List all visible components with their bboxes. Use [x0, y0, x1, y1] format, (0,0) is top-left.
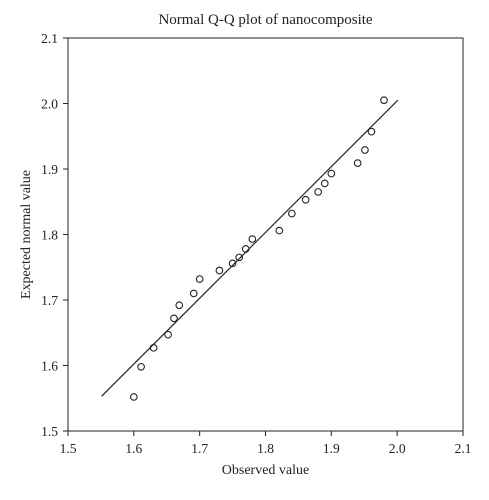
x-axis-label: Observed value: [222, 463, 309, 478]
data-point: [129, 393, 138, 401]
data-point: [235, 253, 244, 262]
data-point: [241, 245, 250, 253]
data-point: [228, 259, 237, 268]
y-tick-label: 1.5: [41, 424, 58, 439]
x-tick-label: 2.1: [455, 441, 472, 456]
data-point: [275, 226, 284, 235]
data-point: [189, 289, 198, 298]
data-point: [149, 343, 158, 352]
y-tick-label: 1.9: [41, 162, 58, 177]
chart-title: Normal Q-Q plot of nanocomposite: [158, 12, 372, 28]
y-tick-label: 1.7: [41, 293, 58, 308]
data-point: [287, 209, 296, 218]
x-tick-label: 1.9: [323, 441, 340, 456]
y-tick-label: 2.0: [41, 97, 58, 112]
data-point: [175, 301, 184, 310]
data-point: [320, 179, 329, 188]
data-point: [380, 96, 388, 105]
x-tick-label: 1.5: [60, 441, 77, 456]
x-tick-label: 1.8: [257, 441, 274, 456]
x-axis-ticks: 1.5 1.6 1.7 1.8 1.9 2.0 2.1: [60, 431, 472, 456]
data-point: [215, 266, 224, 275]
x-tick-label: 1.7: [191, 441, 208, 456]
y-axis-ticks: 1.5 1.6 1.7 1.8 1.9 2.0 2.1: [41, 31, 68, 439]
data-point: [248, 235, 257, 243]
data-point: [195, 275, 204, 283]
y-axis-label: Expected normal value: [19, 170, 34, 299]
data-point: [353, 159, 362, 167]
plot-area-frame: [67, 37, 464, 432]
data-point: [170, 314, 178, 323]
data-point: [137, 362, 145, 371]
reference-line-group: [101, 99, 399, 397]
y-tick-label: 1.6: [41, 359, 58, 374]
x-tick-label: 2.0: [389, 441, 406, 456]
data-point: [301, 195, 310, 204]
x-tick-label: 1.6: [125, 441, 142, 456]
data-point: [164, 330, 172, 339]
reference-line: [101, 99, 399, 397]
data-point: [314, 188, 323, 196]
data-point: [367, 127, 376, 136]
y-tick-label: 1.8: [41, 228, 58, 243]
data-points: [129, 96, 388, 401]
y-tick-label: 2.1: [41, 31, 58, 46]
data-point: [327, 169, 336, 178]
data-point: [361, 146, 369, 154]
